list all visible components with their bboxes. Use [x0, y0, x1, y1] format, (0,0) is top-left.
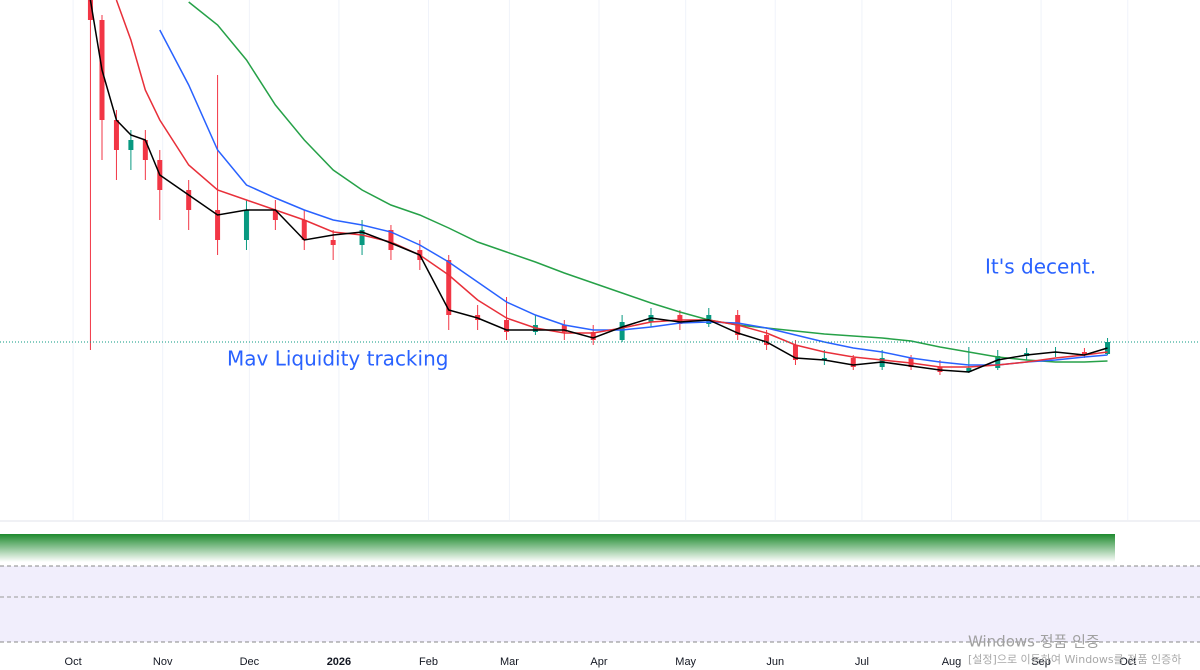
- candle-body: [142, 140, 148, 160]
- indicator-bar: [0, 534, 1115, 562]
- candle-body: [1105, 342, 1111, 354]
- candle-body: [330, 240, 336, 245]
- x-tick-label: Apr: [590, 656, 607, 668]
- candle-body: [243, 210, 249, 240]
- x-tick-label: Dec: [240, 656, 260, 668]
- candle-body: [504, 320, 510, 332]
- candle-body: [821, 358, 827, 360]
- x-tick-label: Nov: [153, 656, 173, 668]
- candle-body: [590, 332, 596, 340]
- x-tick-label: Sep: [1031, 656, 1051, 668]
- candle-body: [128, 140, 134, 150]
- candle-body: [186, 190, 192, 210]
- candle-body: [87, 0, 93, 20]
- watermark-title: Windows 정품 인증: [968, 633, 1100, 651]
- candle-body: [388, 230, 394, 250]
- candle-body: [619, 322, 625, 340]
- labels: Mav Liquidity tracking It's decent.: [227, 255, 1096, 371]
- candle-body: [113, 120, 119, 150]
- x-tick-label: Jul: [855, 656, 869, 668]
- candle-body: [1081, 352, 1087, 354]
- moving-average-line: [115, 0, 1108, 368]
- candle-body: [966, 368, 972, 372]
- grid: [72, 0, 1129, 520]
- annotation: It's decent.: [985, 255, 1096, 279]
- moving-average-line: [188, 1, 1108, 363]
- annotation: Mav Liquidity tracking: [227, 347, 448, 371]
- x-tick-label: Jun: [766, 656, 784, 668]
- plot-area: [0, 0, 1200, 375]
- x-tick-label: Oct: [1119, 656, 1136, 668]
- candle-body: [792, 345, 798, 360]
- indicator-band: [0, 566, 1200, 642]
- x-tick-label: 2026: [327, 656, 351, 668]
- candle-body: [764, 335, 770, 345]
- candle-body: [359, 230, 365, 245]
- candle-body: [301, 220, 307, 240]
- x-tick-label: May: [675, 656, 696, 668]
- candle-body: [995, 356, 1001, 368]
- watermark-subtitle: [설정]으로 이동하여 Windows를 정품 인증하: [968, 652, 1181, 666]
- moving-average-line: [159, 29, 1108, 366]
- x-axis: Oct Nov Dec 2026 Feb Mar Apr May Jun Jul Aug Sep Oct: [65, 656, 1137, 668]
- x-tick-label: Mar: [500, 656, 519, 668]
- candle-body: [850, 358, 856, 367]
- x-tick-label: Aug: [942, 656, 962, 668]
- candle-body: [561, 325, 567, 332]
- candle-body: [215, 210, 221, 240]
- x-tick-label: Oct: [65, 656, 82, 668]
- moving-average-line: [89, 0, 1108, 373]
- candle-body: [446, 260, 452, 315]
- candle-body: [272, 210, 278, 220]
- x-tick-label: Feb: [419, 656, 438, 668]
